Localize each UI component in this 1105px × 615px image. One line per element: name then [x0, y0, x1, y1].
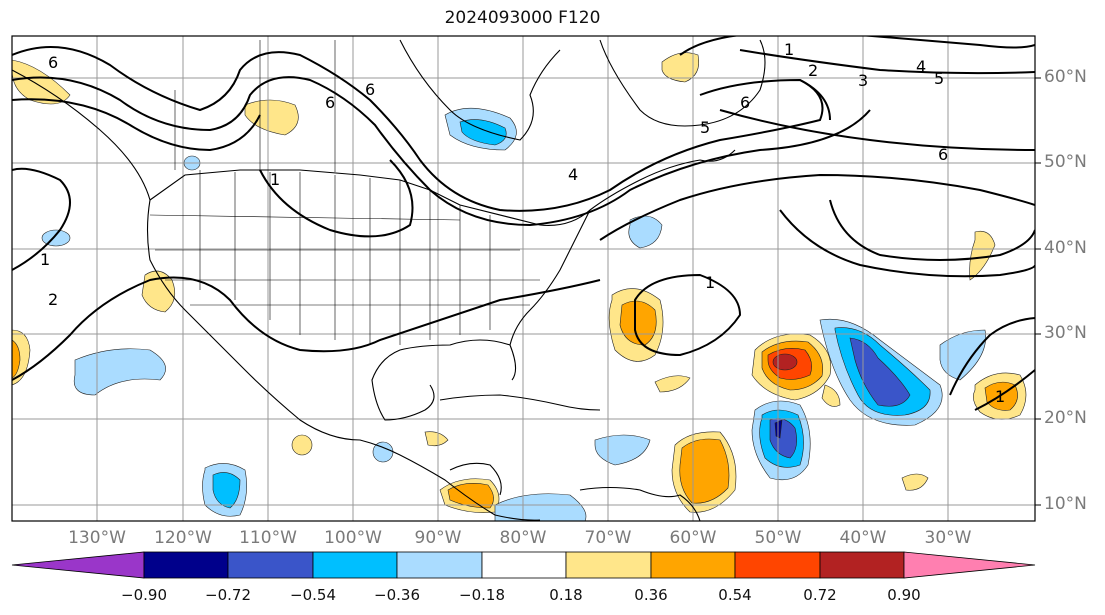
- svg-text:4: 4: [568, 165, 578, 184]
- shaded-anomalies: [12, 52, 1027, 521]
- colorbar-tick-label: −0.72: [205, 586, 251, 604]
- contour-labels: 6 1 6 6 5 4 6 1 2 3 4 5 6 1 2 1 1: [40, 40, 1005, 406]
- svg-text:5: 5: [934, 69, 944, 88]
- lat-label: 10°N: [1044, 494, 1087, 514]
- lat-label: 40°N: [1044, 238, 1087, 258]
- svg-text:6: 6: [325, 93, 335, 112]
- colorbar-tick-label: −0.90: [121, 586, 167, 604]
- svg-text:2: 2: [48, 290, 58, 309]
- colorbar-tick-label: 0.36: [634, 586, 668, 604]
- colorbar-tick-label: 0.72: [803, 586, 837, 604]
- svg-text:1: 1: [995, 387, 1005, 406]
- lon-label: 80°W: [499, 528, 547, 548]
- state-borders: [149, 40, 540, 345]
- svg-text:1: 1: [784, 40, 794, 59]
- lat-label: 50°N: [1044, 152, 1087, 172]
- lon-label: 130°W: [68, 528, 126, 548]
- map-title: 2024093000 F120: [444, 8, 601, 28]
- lon-label: 60°W: [669, 528, 717, 548]
- lat-label: 30°N: [1044, 323, 1087, 343]
- svg-text:6: 6: [365, 80, 375, 99]
- lon-label: 40°W: [839, 528, 887, 548]
- svg-text:6: 6: [740, 93, 750, 112]
- svg-text:2: 2: [808, 61, 818, 80]
- map-frame: [11, 35, 1036, 522]
- svg-text:3: 3: [858, 71, 868, 90]
- lon-label: 70°W: [584, 528, 632, 548]
- svg-text:6: 6: [48, 53, 58, 72]
- svg-text:4: 4: [916, 57, 926, 76]
- lat-label: 20°N: [1044, 408, 1087, 428]
- colorbar-tick-label: −0.36: [374, 586, 420, 604]
- lat-label: 60°N: [1044, 67, 1087, 87]
- svg-text:1: 1: [270, 170, 280, 189]
- lon-label: 110°W: [239, 528, 297, 548]
- colorbar-tick-label: −0.18: [459, 586, 505, 604]
- colorbar-tick-label: 0.54: [718, 586, 752, 604]
- lon-label: 120°W: [154, 528, 212, 548]
- contour-lines: [12, 36, 1035, 411]
- lon-label: 90°W: [414, 528, 462, 548]
- lon-label: 100°W: [324, 528, 382, 548]
- svg-text:5: 5: [700, 118, 710, 137]
- svg-text:6: 6: [938, 145, 948, 164]
- svg-text:1: 1: [705, 273, 715, 292]
- svg-text:1: 1: [40, 250, 50, 269]
- colorbar-tick-label: −0.54: [290, 586, 336, 604]
- colorbar-tick-label: 0.90: [887, 586, 921, 604]
- colorbar: [11, 551, 1036, 579]
- lon-label: 30°W: [924, 528, 972, 548]
- coastlines: [12, 39, 766, 521]
- colorbar-tick-label: 0.18: [549, 586, 583, 604]
- lon-label: 50°W: [754, 528, 802, 548]
